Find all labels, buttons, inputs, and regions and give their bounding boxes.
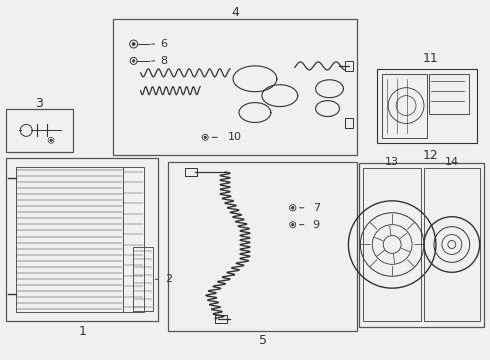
Circle shape [292, 224, 294, 226]
Bar [363, 168, 421, 321]
Bar [345, 118, 353, 129]
Bar [6, 109, 73, 152]
Bar [429, 74, 469, 113]
Bar [215, 315, 227, 323]
Text: 10: 10 [228, 132, 242, 142]
Text: 4: 4 [231, 6, 239, 19]
Bar [377, 69, 477, 143]
Text: 8: 8 [161, 56, 168, 66]
Bar [424, 168, 480, 321]
Bar [382, 74, 427, 138]
Text: 14: 14 [445, 157, 459, 167]
Text: 9: 9 [313, 220, 320, 230]
Bar [185, 168, 197, 176]
Bar [345, 61, 353, 71]
Circle shape [132, 60, 135, 62]
Bar [113, 19, 357, 155]
Bar [6, 158, 158, 321]
Text: 7: 7 [313, 203, 320, 213]
Text: 6: 6 [161, 39, 168, 49]
Bar [16, 167, 122, 312]
Circle shape [292, 207, 294, 209]
Bar [122, 167, 144, 312]
Circle shape [204, 136, 206, 139]
Circle shape [132, 42, 135, 46]
Text: 3: 3 [35, 97, 43, 110]
Text: 12: 12 [423, 149, 439, 162]
Circle shape [50, 139, 52, 141]
Text: 2: 2 [166, 274, 172, 284]
Text: 11: 11 [423, 53, 439, 66]
Text: 1: 1 [79, 325, 87, 338]
Bar [133, 247, 152, 311]
Text: 5: 5 [259, 334, 267, 347]
Bar [359, 163, 484, 327]
Text: 13: 13 [385, 157, 399, 167]
Bar [169, 162, 357, 331]
